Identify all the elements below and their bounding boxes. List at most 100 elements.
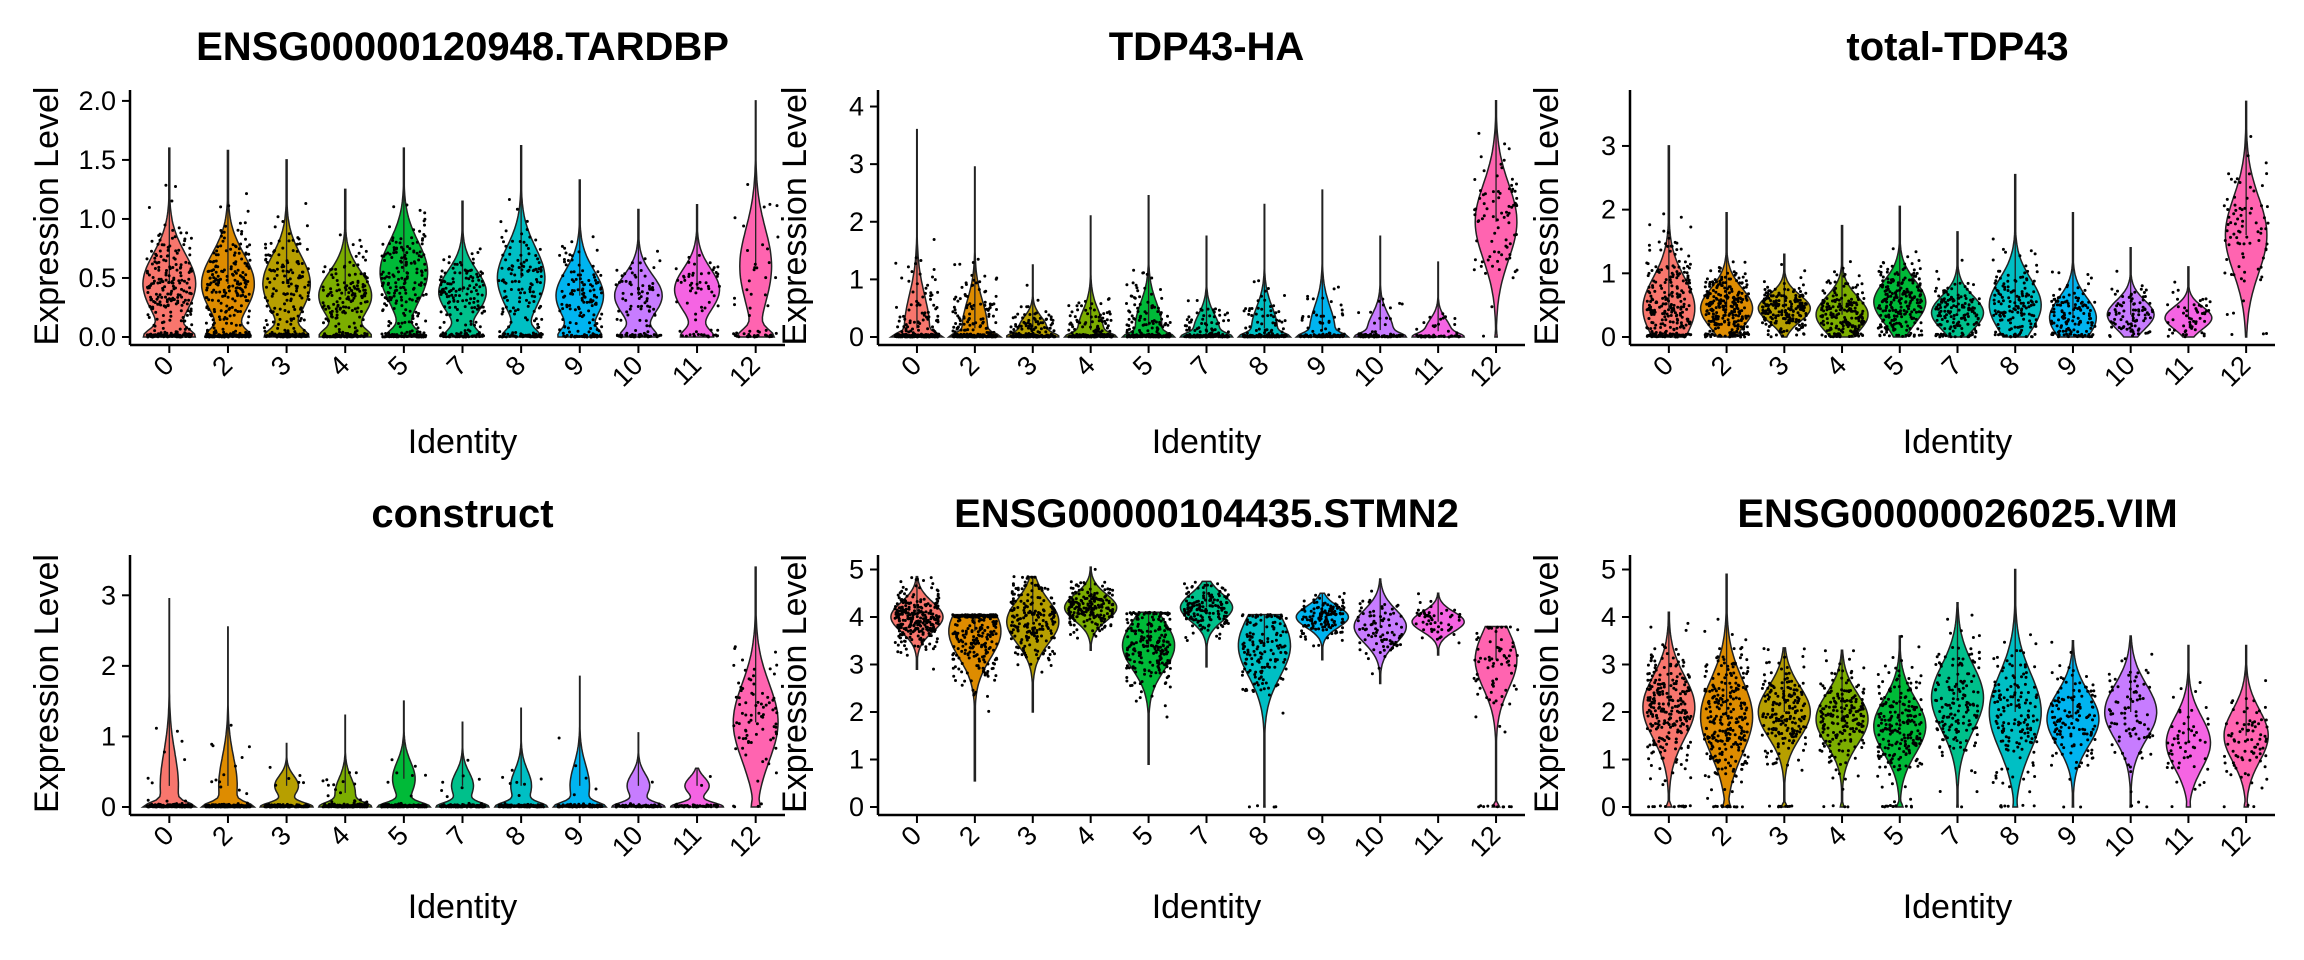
points-cluster-11 <box>673 775 720 809</box>
x-tick-label: 12 <box>2214 820 2256 862</box>
x-tick-label: 11 <box>666 350 707 391</box>
panel-0: ENSG00000120948.TARDBP Expression Level Id… <box>28 25 785 461</box>
y-axis-title: Expression Level <box>1528 554 1566 813</box>
x-tick-label: 0 <box>148 820 180 852</box>
x-tick-label: 0 <box>1647 820 1679 852</box>
y-tick-label: 2 <box>101 651 116 681</box>
y-tick-label: 3 <box>849 149 864 179</box>
x-tick-label: 12 <box>1464 820 1506 862</box>
x-tick-label: 5 <box>382 350 414 382</box>
x-tick-label: 8 <box>500 350 532 382</box>
y-tick-label: 2 <box>1601 697 1616 727</box>
y-tick-label: 5 <box>1601 555 1616 585</box>
points-cluster-8 <box>1991 633 2039 809</box>
points-cluster-2 <box>1703 617 1750 809</box>
x-tick-label: 0 <box>1647 350 1679 382</box>
points-cluster-4 <box>321 771 369 809</box>
x-tick-label: 2 <box>953 350 985 382</box>
x-tick-label: 11 <box>2158 350 2199 391</box>
points-cluster-11 <box>2166 280 2212 339</box>
x-tick-label: 7 <box>1185 820 1217 852</box>
x-tick-label: 0 <box>895 350 927 382</box>
x-tick-label: 3 <box>265 350 297 382</box>
y-axis-title: Expression Level <box>776 87 814 346</box>
points-cluster-8 <box>497 768 546 809</box>
x-tick-label: 3 <box>1763 820 1795 852</box>
points-cluster-3 <box>262 202 311 339</box>
points-cluster-3 <box>1761 263 1808 339</box>
x-tick-label: 12 <box>1464 350 1506 392</box>
points-cluster-10 <box>614 249 663 339</box>
y-tick-label: 1.0 <box>78 204 116 234</box>
x-axis-title: Identity <box>408 888 518 926</box>
points-cluster-9 <box>1298 285 1346 339</box>
x-tick-label: 4 <box>1820 820 1852 852</box>
x-tick-label: 7 <box>441 820 473 852</box>
points-cluster-12 <box>732 183 780 339</box>
y-tick-label: 1 <box>849 264 864 294</box>
x-tick-label: 10 <box>606 350 648 392</box>
x-tick-label: 9 <box>558 820 590 852</box>
points-cluster-12 <box>2222 679 2269 809</box>
x-tick-label: 7 <box>1936 350 1968 382</box>
points-cluster-5 <box>1125 610 1172 719</box>
panel-5: ENSG00000026025.VIM Expression Level Ident… <box>1528 492 2275 926</box>
y-tick-label: 2 <box>849 207 864 237</box>
points-cluster-0 <box>893 238 941 339</box>
points-cluster-3 <box>1009 283 1057 339</box>
x-tick-label: 5 <box>1127 820 1159 852</box>
x-tick-label: 11 <box>666 820 707 861</box>
y-tick-label: 0 <box>849 322 864 352</box>
points-cluster-10 <box>1356 589 1404 676</box>
violin-cluster-3 <box>1005 575 1060 713</box>
x-tick-label: 11 <box>1407 350 1448 391</box>
x-tick-label: 4 <box>324 350 356 382</box>
x-axis-title: Identity <box>408 423 518 461</box>
panel-title: TDP43-HA <box>1109 25 1305 69</box>
x-tick-label: 10 <box>2098 820 2140 862</box>
x-tick-label: 5 <box>382 820 414 852</box>
y-tick-label: 4 <box>849 602 864 632</box>
panel-title: construct <box>371 492 553 536</box>
points-cluster-3 <box>1760 647 1808 809</box>
y-tick-label: 1 <box>1601 745 1616 775</box>
points-cluster-5 <box>1876 634 1924 809</box>
points-cluster-5 <box>380 203 428 339</box>
x-tick-label: 8 <box>1243 350 1275 382</box>
points-cluster-5 <box>1125 268 1172 339</box>
violin-cluster-3 <box>1757 647 1812 808</box>
y-axis-title: Expression Level <box>776 554 814 813</box>
points-cluster-9 <box>2049 640 2097 809</box>
points-cluster-10 <box>2107 269 2155 338</box>
x-tick-label: 4 <box>1820 350 1852 382</box>
points-cluster-9 <box>2050 270 2097 339</box>
violin-cluster-12 <box>1474 625 1518 808</box>
points-cluster-2 <box>1703 260 1751 339</box>
points-cluster-10 <box>1357 297 1404 339</box>
y-tick-label: 3 <box>1601 650 1616 680</box>
x-tick-label: 10 <box>2098 350 2140 392</box>
points-cluster-2 <box>951 257 999 339</box>
x-tick-label: 3 <box>265 820 297 852</box>
y-axis-title: Expression Level <box>1528 87 1566 346</box>
x-tick-label: 10 <box>606 820 648 862</box>
points-cluster-7 <box>1182 580 1230 642</box>
x-tick-label: 2 <box>1705 820 1737 852</box>
x-tick-label: 3 <box>1011 820 1043 852</box>
x-tick-label: 4 <box>324 820 356 852</box>
x-tick-label: 9 <box>558 350 590 382</box>
panel-title: ENSG00000026025.VIM <box>1737 492 2177 536</box>
x-tick-label: 0 <box>895 820 927 852</box>
y-tick-label: 2.0 <box>78 86 116 116</box>
points-cluster-0 <box>145 726 194 809</box>
x-tick-label: 9 <box>2051 350 2083 382</box>
y-tick-label: 1 <box>849 745 864 775</box>
y-axis-title: Expression Level <box>28 87 66 346</box>
y-axis-title: Expression Level <box>28 554 66 813</box>
panel-title: ENSG00000104435.STMN2 <box>954 492 1459 536</box>
points-cluster-11 <box>1414 592 1462 645</box>
y-tick-label: 3 <box>101 580 116 610</box>
points-cluster-0 <box>1645 212 1693 339</box>
panel-title: total-TDP43 <box>1846 25 2068 69</box>
y-tick-label: 1 <box>1601 258 1616 288</box>
